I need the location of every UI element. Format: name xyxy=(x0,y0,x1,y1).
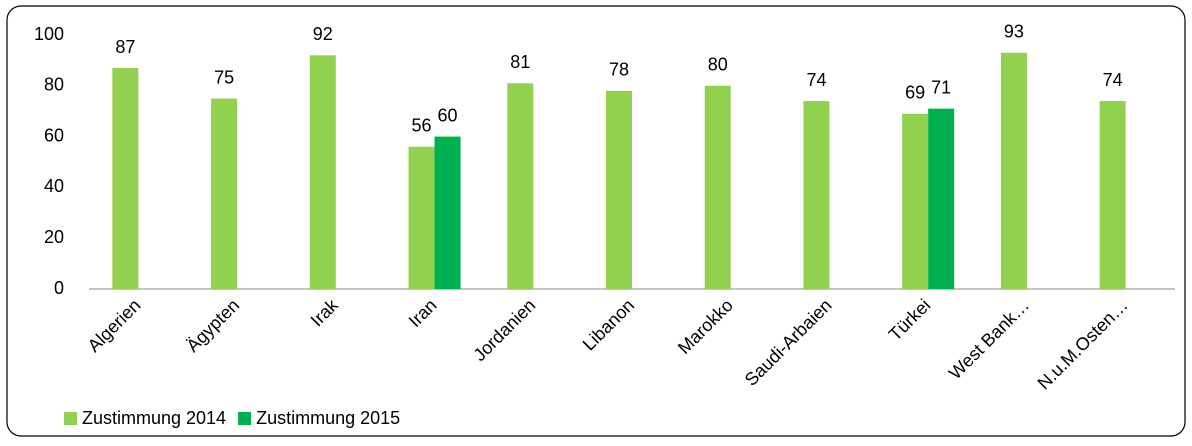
value-label: 74 xyxy=(1103,70,1123,90)
bar xyxy=(1099,101,1126,289)
bar xyxy=(803,101,830,289)
value-label: 78 xyxy=(609,60,629,80)
y-tick-label: 60 xyxy=(44,125,64,145)
value-label: 60 xyxy=(438,105,458,125)
bar xyxy=(434,136,461,289)
y-tick-label: 100 xyxy=(34,24,64,44)
value-label: 81 xyxy=(510,52,530,72)
y-tick-label: 0 xyxy=(54,278,64,298)
legend-swatch xyxy=(64,412,77,425)
value-label: 71 xyxy=(931,77,951,97)
y-tick-label: 40 xyxy=(44,176,64,196)
bar xyxy=(211,98,238,289)
bar xyxy=(606,90,632,289)
value-label: 75 xyxy=(214,67,234,87)
bar xyxy=(408,146,435,289)
bar xyxy=(902,113,929,290)
bar xyxy=(928,108,955,289)
value-label: 93 xyxy=(1004,22,1024,42)
bar xyxy=(1000,52,1027,289)
chart-border xyxy=(6,5,1186,437)
value-label: 56 xyxy=(412,116,432,136)
value-label: 92 xyxy=(313,24,333,44)
legend-label: Zustimmung 2015 xyxy=(256,408,400,428)
bar xyxy=(112,68,139,290)
bar xyxy=(704,85,731,289)
y-tick-label: 20 xyxy=(44,227,64,247)
bar xyxy=(507,83,534,289)
bar xyxy=(309,55,336,289)
value-label: 69 xyxy=(905,82,925,102)
value-label: 80 xyxy=(708,55,728,75)
value-label: 74 xyxy=(806,70,826,90)
value-label: 87 xyxy=(115,37,135,57)
y-tick-label: 80 xyxy=(44,75,64,95)
legend-swatch xyxy=(238,412,252,425)
legend-label: Zustimmung 2014 xyxy=(82,408,226,428)
